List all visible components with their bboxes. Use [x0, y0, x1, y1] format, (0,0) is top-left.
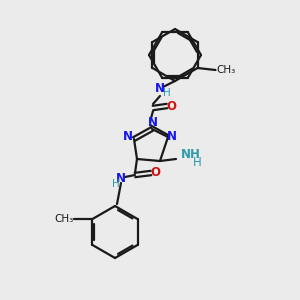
Text: N: N: [123, 130, 133, 143]
Text: N: N: [155, 82, 165, 95]
Text: H: H: [163, 88, 171, 98]
Text: O: O: [166, 100, 176, 112]
Text: CH₃: CH₃: [54, 214, 74, 224]
Text: H: H: [112, 179, 120, 189]
Text: CH₃: CH₃: [217, 65, 236, 75]
Text: NH: NH: [181, 148, 201, 161]
Text: N: N: [167, 130, 177, 142]
Text: O: O: [150, 167, 160, 179]
Text: N: N: [148, 116, 158, 130]
Text: N: N: [116, 172, 126, 184]
Text: H: H: [193, 157, 202, 169]
